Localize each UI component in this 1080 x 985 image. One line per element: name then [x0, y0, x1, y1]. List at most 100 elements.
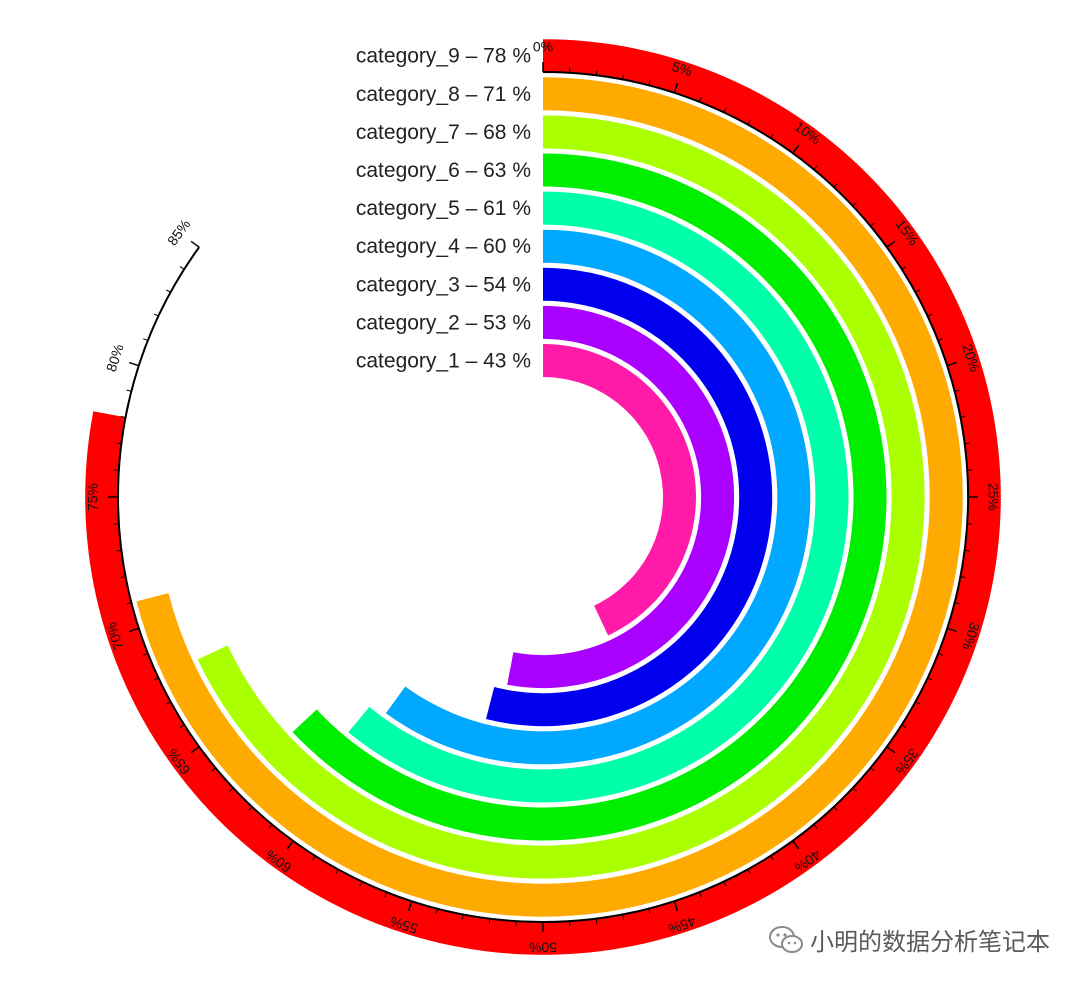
watermark-text: 小明的数据分析笔记本 [810, 928, 1050, 956]
tick-label: 25% [985, 483, 1001, 511]
wechat-icon [769, 925, 803, 953]
axis-line [117, 71, 969, 923]
minor-tick [248, 806, 253, 811]
minor-tick [179, 266, 185, 270]
label-category_9: category_9 – 78 % [356, 45, 531, 68]
tick-label: 85% [164, 216, 193, 248]
minor-tick [143, 652, 149, 656]
tick-label: 5% [670, 58, 694, 79]
label-category_7: category_7 – 68 % [356, 121, 531, 144]
watermark: 小明的数据分析笔记本 [768, 922, 1050, 957]
category-labels: category_1 – 43 % category_2 – 53 % catego… [356, 45, 531, 373]
minor-tick [852, 787, 857, 792]
minor-tick [833, 806, 838, 811]
label-category_3: category_3 – 54 % [356, 273, 531, 296]
minor-tick [870, 767, 875, 772]
minor-tick [622, 914, 625, 920]
minor-tick [143, 338, 149, 342]
label-category_5: category_5 – 61 % [356, 197, 531, 220]
major-tick [129, 627, 140, 633]
major-tick [190, 240, 200, 248]
minor-tick [813, 165, 818, 170]
minor-tick [813, 824, 818, 829]
minor-tick [120, 576, 126, 579]
minor-tick [747, 869, 751, 875]
minor-tick [723, 107, 727, 113]
minor-tick [153, 677, 159, 681]
bar-category_5 [348, 191, 849, 803]
minor-tick [461, 914, 464, 920]
major-tick [946, 627, 957, 633]
label-category_6: category_6 – 63 % [356, 159, 531, 182]
minor-tick [126, 389, 132, 392]
minor-tick [954, 602, 960, 605]
minor-tick [698, 97, 702, 103]
minor-tick [211, 767, 216, 772]
major-tick [190, 746, 200, 754]
major-tick [129, 361, 140, 367]
major-tick [946, 361, 957, 367]
major-tick [407, 900, 413, 911]
major-tick [286, 840, 294, 850]
minor-tick [833, 183, 838, 188]
minor-tick [229, 787, 234, 792]
bar-category_2 [507, 305, 735, 689]
minor-tick [179, 724, 185, 728]
bar-category_4 [385, 229, 811, 765]
minor-tick [927, 313, 933, 317]
tick-label: 80% [103, 342, 127, 374]
minor-tick [723, 881, 727, 887]
minor-tick [622, 74, 625, 80]
minor-tick [954, 389, 960, 392]
minor-tick [116, 549, 122, 552]
minor-tick [852, 202, 857, 207]
minor-tick [770, 133, 774, 139]
minor-tick [901, 266, 907, 270]
minor-tick [165, 289, 171, 293]
minor-tick [648, 80, 651, 86]
minor-tick [384, 891, 388, 897]
minor-tick [915, 701, 921, 705]
minor-tick [268, 824, 273, 829]
major-tick [792, 840, 800, 850]
bars-group [85, 39, 1001, 955]
tick-label: 50% [529, 939, 557, 955]
minor-tick [312, 855, 316, 861]
minor-tick [120, 415, 126, 418]
tick-label: 75% [85, 483, 101, 511]
label-category_8: category_8 – 71 % [356, 83, 531, 106]
minor-tick [165, 701, 171, 705]
label-category_2: category_2 – 53 % [356, 311, 531, 334]
minor-tick [488, 918, 491, 924]
minor-tick [648, 908, 651, 914]
minor-tick [901, 724, 907, 728]
minor-tick [359, 881, 363, 887]
minor-tick [595, 918, 598, 924]
minor-tick [435, 908, 438, 914]
minor-tick [116, 442, 122, 445]
minor-tick [747, 119, 751, 125]
minor-tick [770, 855, 774, 861]
minor-tick [153, 313, 159, 317]
minor-tick [927, 677, 933, 681]
major-tick [792, 144, 800, 154]
major-tick [886, 746, 896, 754]
minor-tick [698, 891, 702, 897]
minor-tick [126, 602, 132, 605]
label-category_4: category_4 – 60 % [356, 235, 531, 258]
minor-tick [937, 338, 943, 342]
minor-tick [964, 442, 970, 445]
major-tick [886, 240, 896, 248]
label-category_1: category_1 – 43 % [356, 350, 531, 373]
bar-category_6 [292, 153, 887, 841]
minor-tick [937, 652, 943, 656]
minor-tick [335, 869, 339, 875]
bar-category_1 [543, 344, 696, 636]
minor-tick [870, 222, 875, 227]
minor-tick [960, 576, 966, 579]
minor-tick [964, 549, 970, 552]
major-tick [673, 83, 679, 94]
minor-tick [595, 70, 598, 76]
tick-label: 0% [533, 39, 553, 55]
